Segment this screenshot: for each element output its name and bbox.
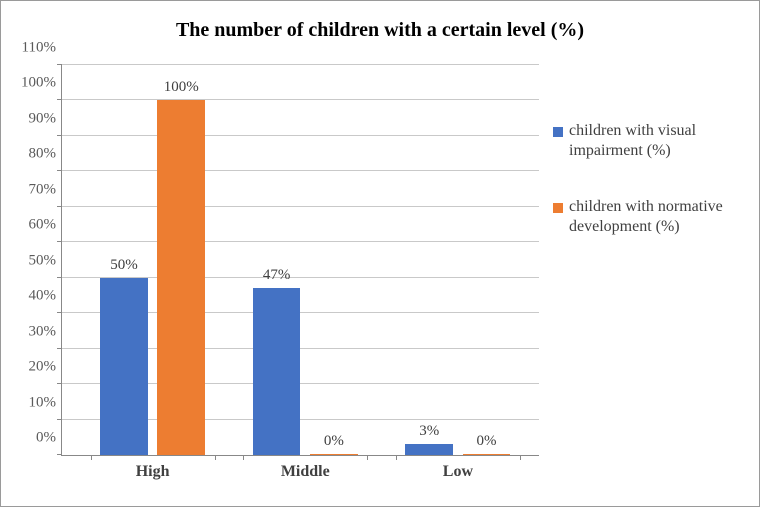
x-category-label: High — [136, 463, 170, 481]
legend-label: children with normative development (%) — [569, 197, 743, 237]
xtick-mark — [520, 455, 521, 460]
legend-label: children with visual impairment (%) — [569, 121, 743, 161]
ytick-label: 80% — [29, 146, 63, 163]
bar-value-label: 50% — [110, 257, 138, 274]
ytick-label: 20% — [29, 359, 63, 376]
bar: 50% — [100, 278, 148, 455]
ytick-mark — [57, 241, 62, 242]
xtick-mark — [91, 455, 92, 460]
chart-title: The number of children with a certain le… — [1, 1, 759, 52]
gridline — [62, 206, 539, 207]
bar-value-label: 47% — [263, 267, 291, 284]
ytick-mark — [57, 206, 62, 207]
x-category-label: Middle — [281, 463, 330, 481]
ytick-mark — [57, 170, 62, 171]
ytick-mark — [57, 99, 62, 100]
bar: 0% — [463, 454, 511, 455]
bar-value-label: 0% — [324, 433, 344, 450]
x-category-label: Low — [443, 463, 473, 481]
gridline — [62, 135, 539, 136]
ytick-mark — [57, 454, 62, 455]
ytick-label: 30% — [29, 323, 63, 340]
bar-value-label: 100% — [164, 79, 199, 96]
gridline — [62, 241, 539, 242]
bar: 3% — [405, 444, 453, 455]
ytick-label: 40% — [29, 288, 63, 305]
legend-item: children with visual impairment (%) — [553, 121, 743, 161]
legend: children with visual impairment (%) child… — [553, 121, 743, 273]
legend-item: children with normative development (%) — [553, 197, 743, 237]
ytick-mark — [57, 348, 62, 349]
plot-area: 0%10%20%30%40%50%60%70%80%90%100%110%Hig… — [61, 65, 539, 456]
xtick-mark — [396, 455, 397, 460]
ytick-mark — [57, 135, 62, 136]
xtick-mark — [215, 455, 216, 460]
legend-swatch — [553, 203, 563, 213]
gridline — [62, 170, 539, 171]
ytick-label: 60% — [29, 217, 63, 234]
ytick-label: 10% — [29, 394, 63, 411]
bar: 0% — [310, 454, 358, 455]
ytick-label: 70% — [29, 181, 63, 198]
ytick-mark — [57, 312, 62, 313]
legend-swatch — [553, 127, 563, 137]
ytick-label: 0% — [36, 430, 62, 447]
bar-value-label: 3% — [419, 423, 439, 440]
plot-area-wrap: 0%10%20%30%40%50%60%70%80%90%100%110%Hig… — [61, 65, 539, 456]
ytick-label: 50% — [29, 252, 63, 269]
xtick-mark — [243, 455, 244, 460]
bar-value-label: 0% — [477, 433, 497, 450]
ytick-mark — [57, 419, 62, 420]
ytick-mark — [57, 277, 62, 278]
chart-container: The number of children with a certain le… — [0, 0, 760, 507]
gridline — [62, 99, 539, 100]
bar: 47% — [253, 288, 301, 455]
ytick-label: 90% — [29, 110, 63, 127]
ytick-mark — [57, 383, 62, 384]
gridline — [62, 64, 539, 65]
xtick-mark — [367, 455, 368, 460]
bar: 100% — [157, 100, 205, 455]
ytick-label: 110% — [22, 40, 62, 57]
ytick-label: 100% — [21, 75, 62, 92]
ytick-mark — [57, 64, 62, 65]
